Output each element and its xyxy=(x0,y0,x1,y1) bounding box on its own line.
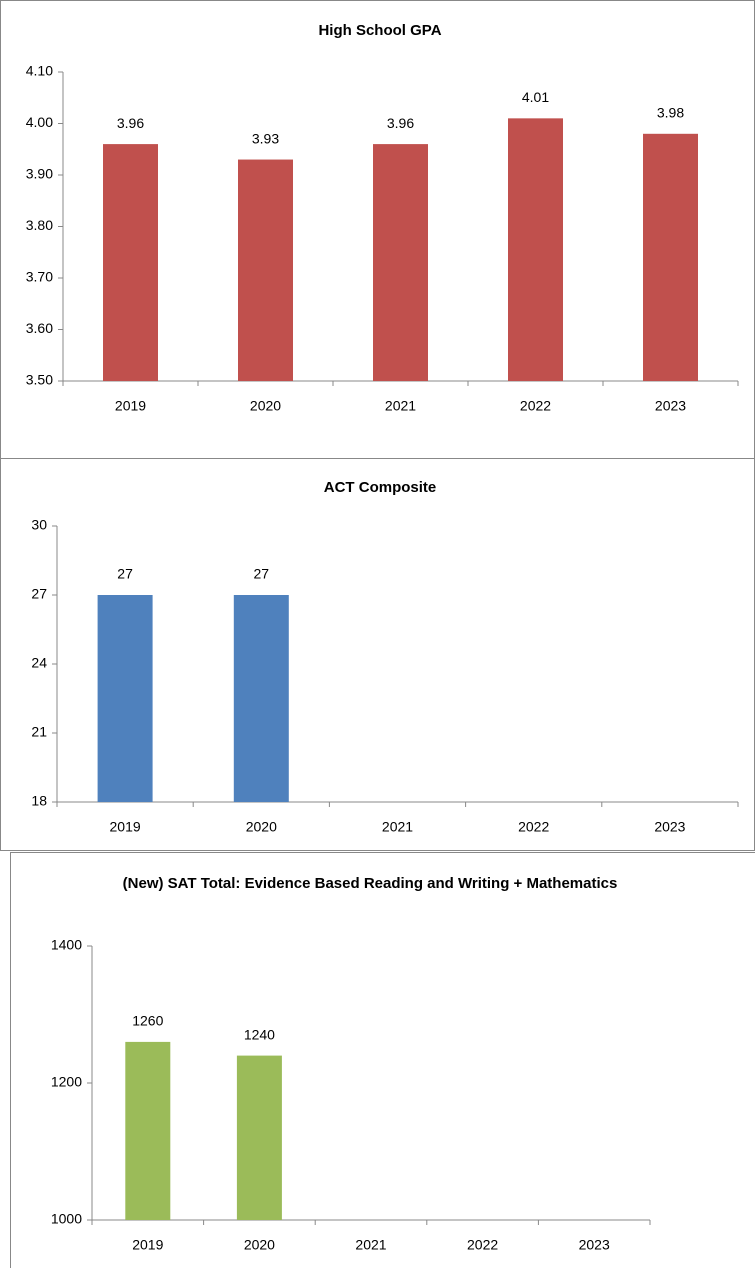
bar xyxy=(508,118,563,381)
data-label: 4.01 xyxy=(522,89,549,105)
chart-title: (New) SAT Total: Evidence Based Reading … xyxy=(122,875,618,892)
bar xyxy=(103,144,158,381)
y-tick-label: 24 xyxy=(31,655,47,671)
x-tick-label: 2020 xyxy=(246,819,277,835)
data-label: 27 xyxy=(117,566,133,582)
x-tick-label: 2020 xyxy=(250,398,281,414)
x-tick-label: 2019 xyxy=(115,398,146,414)
x-tick-label: 2023 xyxy=(579,1237,610,1253)
y-tick-label: 27 xyxy=(31,586,47,602)
bar xyxy=(373,144,428,381)
bar xyxy=(233,595,289,802)
y-tick-label: 21 xyxy=(31,724,47,740)
bar xyxy=(236,1055,282,1220)
y-tick-label: 1000 xyxy=(51,1211,82,1227)
y-tick-label: 3.80 xyxy=(26,217,53,233)
y-tick-label: 1400 xyxy=(51,937,82,953)
x-tick-label: 2023 xyxy=(655,398,686,414)
x-tick-label: 2023 xyxy=(654,819,685,835)
x-tick-label: 2020 xyxy=(244,1237,275,1253)
y-tick-label: 18 xyxy=(31,793,47,809)
bar xyxy=(238,159,293,381)
x-tick-label: 2021 xyxy=(355,1237,386,1253)
y-tick-label: 4.10 xyxy=(26,63,53,79)
x-tick-label: 2022 xyxy=(518,819,549,835)
data-label: 1240 xyxy=(244,1026,275,1042)
x-tick-label: 2021 xyxy=(382,819,413,835)
y-tick-label: 4.00 xyxy=(26,114,53,130)
x-tick-label: 2022 xyxy=(467,1237,498,1253)
y-tick-label: 3.50 xyxy=(26,372,53,388)
chart-title: High School GPA xyxy=(318,22,442,39)
x-tick-label: 2019 xyxy=(110,819,141,835)
data-label: 1260 xyxy=(132,1013,163,1029)
y-tick-label: 3.60 xyxy=(26,320,53,336)
chart-border xyxy=(10,852,755,1268)
bar xyxy=(643,133,698,381)
x-tick-label: 2021 xyxy=(385,398,416,414)
x-tick-label: 2022 xyxy=(520,398,551,414)
data-label: 3.96 xyxy=(117,115,144,131)
data-label: 3.98 xyxy=(657,105,684,121)
bar xyxy=(125,1041,171,1220)
chart-title: ACT Composite xyxy=(323,479,437,496)
y-tick-label: 1200 xyxy=(51,1074,82,1090)
bar xyxy=(97,595,153,802)
data-label: 3.96 xyxy=(387,115,414,131)
x-tick-label: 2019 xyxy=(132,1237,163,1253)
y-tick-label: 3.70 xyxy=(26,269,53,285)
data-label: 27 xyxy=(254,566,270,582)
data-label: 3.93 xyxy=(252,130,279,146)
y-tick-label: 30 xyxy=(31,517,47,533)
y-tick-label: 3.90 xyxy=(26,166,53,182)
